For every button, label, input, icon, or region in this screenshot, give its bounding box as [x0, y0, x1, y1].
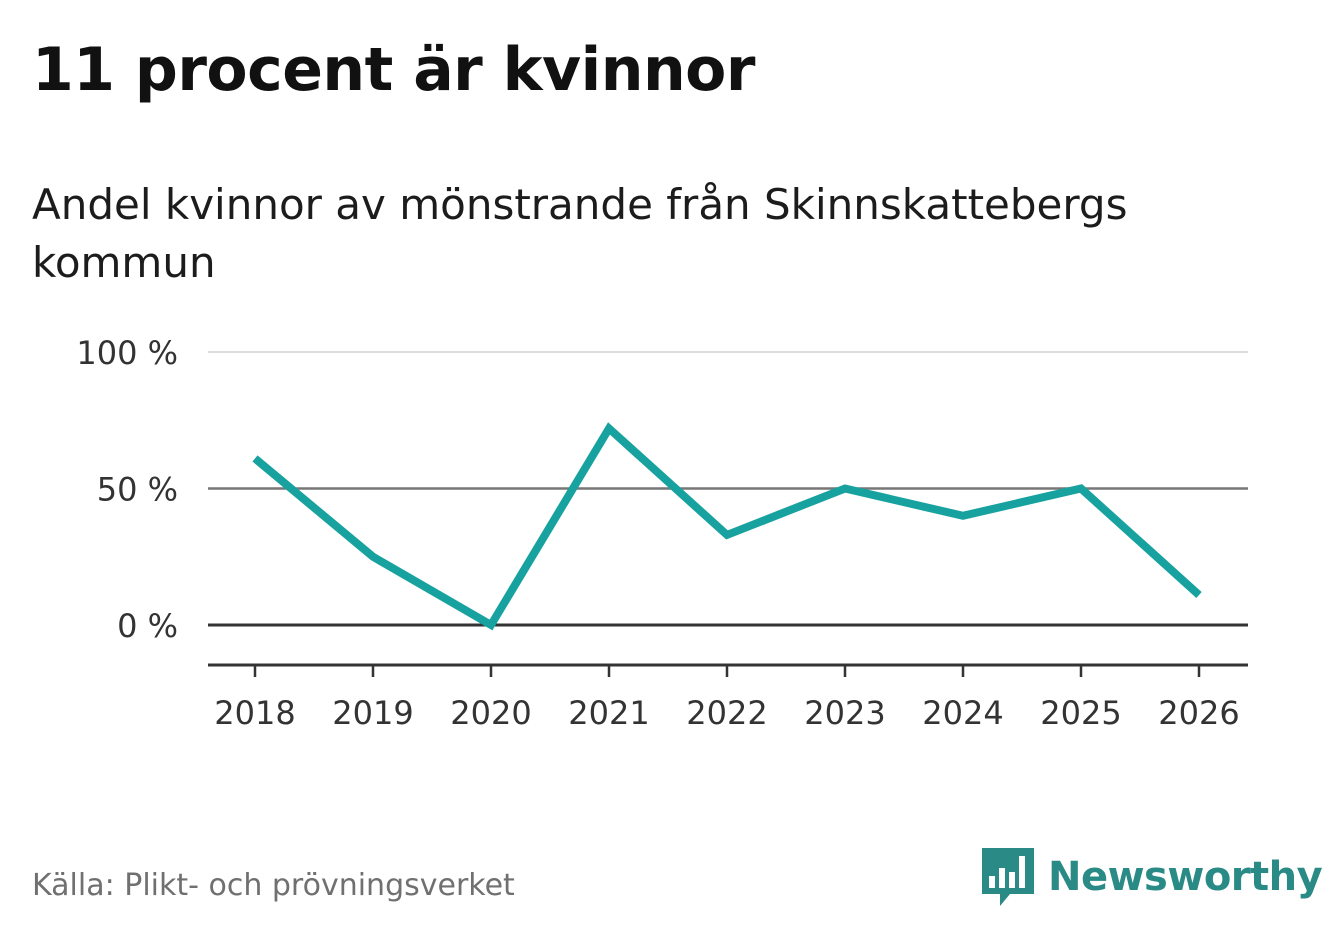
x-tick-label: 2021	[568, 694, 649, 732]
series-line	[252, 422, 1202, 631]
chart-subtitle: Andel kvinnor av mönstrande från Skinnsk…	[32, 180, 1128, 287]
x-tick-label: 2022	[686, 694, 767, 732]
x-tick-label: 2018	[214, 694, 295, 732]
y-tick-label: 100 %	[76, 334, 178, 372]
x-tick-label: 2024	[922, 694, 1003, 732]
bar-chart-speech-bubble-icon	[982, 848, 1034, 906]
y-tick-label: 0 %	[117, 607, 178, 645]
x-tick-label: 2019	[332, 694, 413, 732]
source-note: Källa: Plikt- och prövningsverket	[32, 868, 515, 903]
chart-title: 11 procent är kvinnor	[32, 35, 755, 105]
brand-name: Newsworthy	[1048, 854, 1322, 900]
x-tick-label: 2023	[804, 694, 885, 732]
x-tick-label: 2020	[450, 694, 531, 732]
x-tick-label: 2026	[1158, 694, 1239, 732]
brand-logo: Newsworthy	[980, 846, 1322, 908]
y-tick-label: 50 %	[97, 471, 178, 509]
line-chart: 0 % 50 % 100 % 2018 2019 2020 2021 2022 2023 2024…	[76, 334, 1248, 732]
x-tick-label: 2025	[1040, 694, 1121, 732]
